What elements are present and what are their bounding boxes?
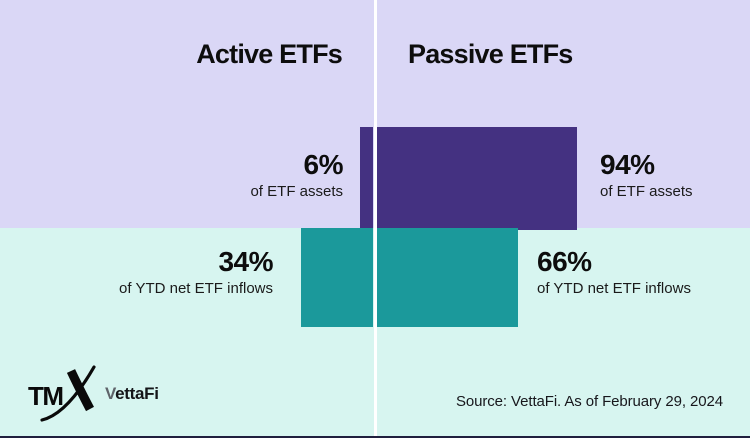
column-header-active-etfs: Active ETFs bbox=[196, 39, 343, 69]
stat-assets-passive-caption: of ETF assets bbox=[600, 183, 693, 200]
stat-inflows-passive: 66% of YTD net ETF inflows bbox=[537, 246, 691, 297]
tmx-logo-text: TM bbox=[28, 381, 64, 411]
bar-inflows-passive bbox=[377, 228, 518, 327]
bottom-accent-strip bbox=[0, 436, 750, 438]
stat-inflows-active-caption: of YTD net ETF inflows bbox=[119, 280, 273, 297]
center-divider-line bbox=[374, 0, 377, 438]
tmx-logo: TM bbox=[28, 362, 104, 424]
stat-inflows-active: 34% of YTD net ETF inflows bbox=[119, 246, 273, 297]
vettafi-logo: VettaFi bbox=[105, 385, 159, 402]
stat-assets-passive-percent: 94% bbox=[600, 149, 655, 180]
stat-inflows-active-percent: 34% bbox=[218, 246, 273, 277]
bar-etf-assets-active bbox=[360, 127, 373, 230]
stat-inflows-passive-percent: 66% bbox=[537, 246, 592, 277]
source-attribution: Source: VettaFi. As of February 29, 2024 bbox=[456, 393, 723, 410]
bar-etf-assets-passive bbox=[377, 127, 577, 230]
column-header-passive-etfs: Passive ETFs bbox=[408, 39, 573, 69]
footer-logos: TM VettaFi bbox=[28, 362, 178, 424]
stat-assets-passive: 94% of ETF assets bbox=[600, 149, 693, 200]
tmx-x-swoosh-icon bbox=[40, 365, 96, 422]
stat-assets-active-caption: of ETF assets bbox=[250, 183, 343, 200]
vettafi-logo-rest: ettaFi bbox=[115, 384, 159, 403]
vettafi-logo-v: V bbox=[105, 384, 116, 403]
stat-inflows-passive-caption: of YTD net ETF inflows bbox=[537, 280, 691, 297]
bar-inflows-active bbox=[301, 228, 373, 327]
stat-assets-active: 6% of ETF assets bbox=[250, 149, 344, 200]
stat-assets-active-percent: 6% bbox=[303, 149, 344, 180]
